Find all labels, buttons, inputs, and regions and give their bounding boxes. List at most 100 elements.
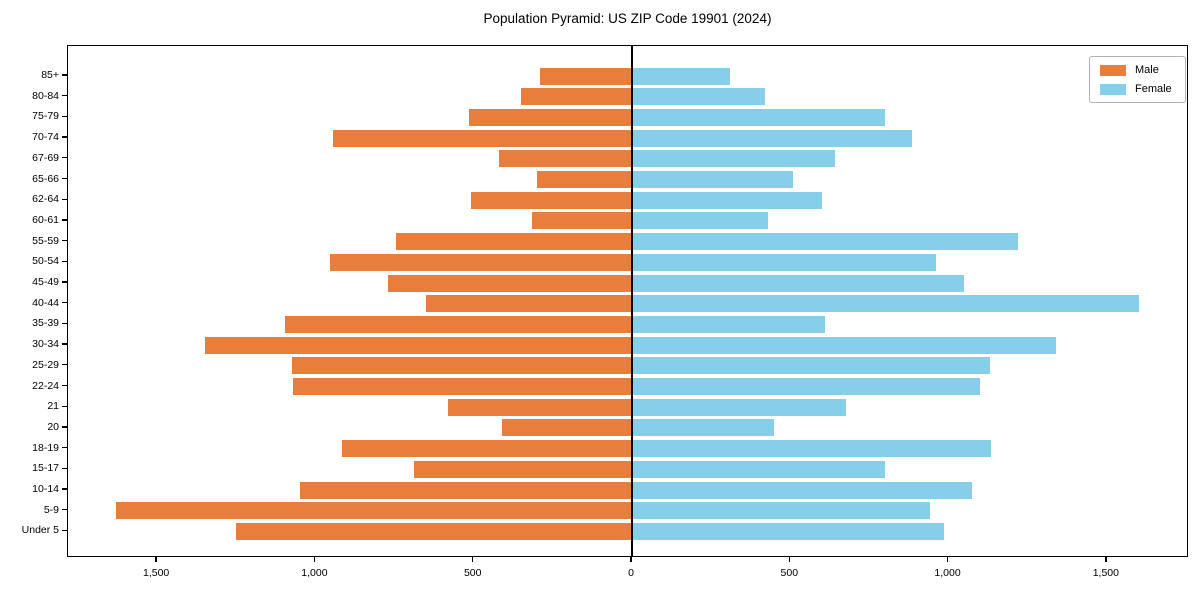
male-bar bbox=[396, 233, 632, 251]
y-tick-mark bbox=[62, 136, 67, 138]
male-bar bbox=[236, 522, 632, 540]
y-tick-mark bbox=[62, 446, 67, 449]
y-tick-label: 15-17 bbox=[32, 462, 59, 475]
y-tick-label: 55-59 bbox=[32, 234, 59, 247]
y-tick-label: 75-79 bbox=[32, 110, 59, 123]
legend-female-label: Female bbox=[1135, 83, 1172, 95]
y-tick-mark bbox=[62, 198, 67, 200]
y-tick-label: 85+ bbox=[41, 69, 59, 81]
female-bar bbox=[632, 295, 1139, 313]
male-bar bbox=[285, 315, 632, 333]
y-tick-mark bbox=[62, 529, 67, 532]
x-tick-mark bbox=[630, 557, 632, 562]
male-bar bbox=[388, 274, 632, 292]
x-tick-label: 1,000 bbox=[301, 567, 328, 579]
male-bar bbox=[502, 419, 632, 437]
female-bar bbox=[632, 253, 936, 271]
male-bar bbox=[413, 460, 632, 478]
y-tick-mark bbox=[62, 74, 67, 76]
y-tick-label: 21 bbox=[47, 400, 59, 413]
y-tick-label: 60-61 bbox=[32, 213, 59, 226]
female-bar bbox=[632, 150, 835, 168]
y-tick-label: 70-74 bbox=[32, 131, 59, 144]
y-tick-mark bbox=[62, 115, 67, 118]
y-tick-mark bbox=[62, 177, 67, 180]
female-bar bbox=[632, 108, 886, 126]
y-tick-mark bbox=[62, 343, 67, 345]
plot-area: Male Female bbox=[67, 45, 1188, 557]
male-bar bbox=[537, 171, 632, 188]
male-bar bbox=[332, 129, 632, 147]
x-tick-mark bbox=[1105, 557, 1107, 562]
male-bar bbox=[532, 212, 632, 230]
female-bar bbox=[632, 129, 913, 147]
y-tick-mark bbox=[62, 281, 67, 283]
female-bar bbox=[632, 378, 981, 395]
y-tick-mark bbox=[62, 364, 67, 366]
female-bar bbox=[632, 502, 930, 520]
male-bar bbox=[521, 88, 632, 106]
x-tick-mark bbox=[155, 557, 157, 562]
male-color-swatch bbox=[1100, 64, 1126, 76]
y-tick-label: 18-19 bbox=[32, 441, 59, 454]
female-bar bbox=[632, 233, 1019, 251]
male-bar bbox=[204, 336, 632, 354]
male-bar bbox=[329, 253, 632, 271]
y-axis: 85+ 80-84 75-79 70-74 67-69 65-66 62-64 60-61 55… bbox=[0, 45, 67, 557]
y-tick-label: 20 bbox=[47, 420, 59, 433]
y-tick-mark bbox=[62, 239, 67, 242]
x-tick-label: 1,500 bbox=[1092, 567, 1119, 579]
male-bar bbox=[115, 502, 632, 520]
female-bar bbox=[632, 88, 765, 106]
y-tick-label: 30-34 bbox=[32, 338, 59, 351]
legend-entry-male: Male bbox=[1090, 64, 1185, 76]
female-bar bbox=[632, 191, 822, 209]
x-tick-label: 1,000 bbox=[934, 567, 961, 579]
x-tick-mark bbox=[472, 557, 474, 562]
female-bar bbox=[632, 274, 965, 292]
y-tick-label: 10-14 bbox=[32, 483, 59, 495]
male-bar bbox=[448, 398, 632, 416]
female-bar bbox=[632, 212, 769, 230]
male-bar bbox=[293, 378, 632, 395]
female-bar bbox=[632, 67, 731, 85]
female-bar bbox=[632, 522, 944, 540]
x-tick-label: 1,500 bbox=[143, 567, 170, 579]
y-tick-mark bbox=[62, 322, 67, 325]
y-tick-mark bbox=[62, 157, 67, 159]
male-bar bbox=[468, 108, 632, 126]
y-tick-mark bbox=[62, 509, 67, 511]
legend-male-label: Male bbox=[1135, 64, 1159, 76]
y-tick-label: 65-66 bbox=[32, 172, 59, 185]
x-tick-mark bbox=[788, 557, 790, 562]
y-tick-mark bbox=[62, 95, 67, 97]
chart-title: Population Pyramid: US ZIP Code 19901 (2… bbox=[483, 11, 772, 26]
y-tick-label: 67-69 bbox=[32, 151, 59, 164]
y-tick-label: 45-49 bbox=[32, 276, 59, 288]
y-tick-label: Under 5 bbox=[21, 524, 59, 537]
y-tick-label: 40-44 bbox=[32, 296, 59, 309]
male-bar bbox=[499, 150, 632, 168]
y-tick-label: 80-84 bbox=[32, 89, 59, 102]
female-bar bbox=[632, 398, 846, 416]
female-bar bbox=[632, 440, 992, 458]
x-tick-mark bbox=[946, 557, 949, 562]
male-bar bbox=[299, 481, 632, 499]
legend: Male Female bbox=[1089, 56, 1186, 103]
female-bar bbox=[632, 419, 775, 437]
y-tick-label: 62-64 bbox=[32, 193, 59, 206]
zero-axis-line bbox=[631, 46, 633, 556]
legend-entry-female: Female bbox=[1090, 83, 1185, 95]
y-tick-label: 50-54 bbox=[32, 255, 59, 268]
x-tick-label: 0 bbox=[628, 567, 634, 579]
x-tick-label: 500 bbox=[780, 567, 799, 579]
y-tick-label: 5-9 bbox=[43, 503, 59, 516]
female-bar bbox=[632, 460, 886, 478]
y-tick-label: 22-24 bbox=[32, 379, 59, 392]
y-tick-label: 35-39 bbox=[32, 317, 59, 330]
female-bar bbox=[632, 481, 973, 499]
y-tick-mark bbox=[62, 260, 67, 262]
y-tick-mark bbox=[62, 405, 67, 407]
y-tick-mark bbox=[62, 302, 67, 304]
